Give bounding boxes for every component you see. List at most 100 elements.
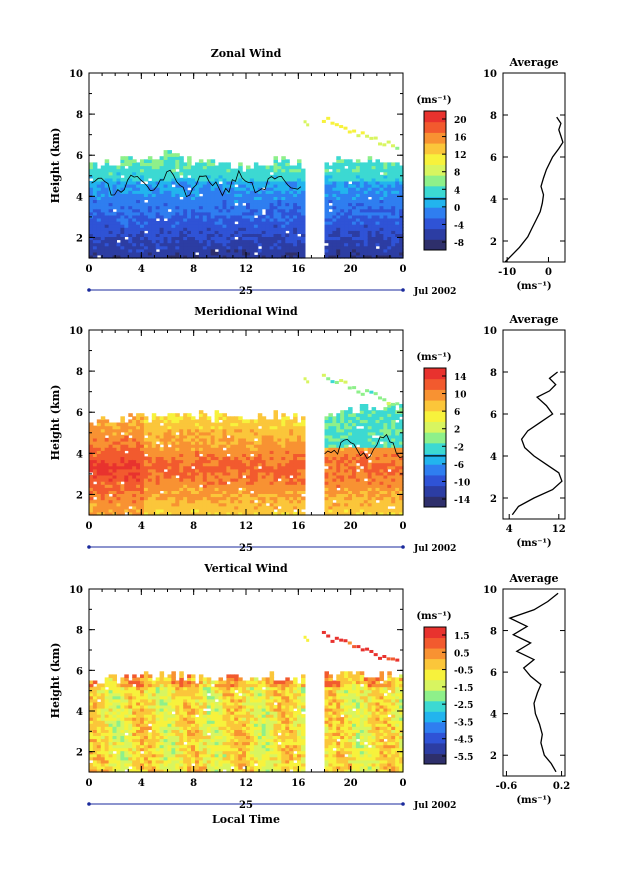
heatmap-cell [92,474,98,479]
heatmap-cell [379,208,384,213]
heatmap-cell [132,422,137,427]
heatmap-cell [277,437,282,442]
heatmap-cell [175,174,180,179]
heatmap-cell [238,450,243,454]
heatmap-cell [367,233,373,237]
heatmap-cell [363,239,369,244]
heatmap-cell [328,511,333,516]
heatmap-cell [167,496,172,501]
heatmap-cell [336,156,341,160]
heatmap-cell [147,425,153,430]
heatmap-cell [128,211,133,216]
heatmap-cell [301,459,306,464]
heatmap-cell [289,187,294,191]
heatmap-cell [159,468,165,473]
heatmap-cell [175,434,180,439]
heatmap-cell [140,208,145,213]
heatmap-cell [273,425,278,430]
heatmap-cell [132,502,137,507]
heatmap-cell [399,407,404,411]
heatmap-cell [120,165,125,170]
heatmap-cell [301,208,306,213]
heatmap-cell [143,251,149,256]
heatmap-cell [281,230,286,234]
heatmap-cell [128,493,133,498]
heatmap-cell [226,450,231,454]
heatmap-cell [253,196,259,200]
heatmap-cell [147,202,153,207]
heatmap-cell [96,508,102,513]
echo-cell [347,130,352,134]
heatmap-cell [324,230,329,234]
heatmap-cell [143,490,149,494]
heatmap-cell [155,481,161,485]
heatmap-cell [371,511,377,516]
heatmap-cell [387,431,392,436]
heatmap-cell [147,251,153,256]
heatmap-cell [191,481,196,485]
heatmap-cell [257,468,263,473]
heatmap-cell [195,190,200,194]
heatmap-cell [132,456,137,461]
heatmap-cell [175,413,180,417]
heatmap-cell [293,441,298,445]
heatmap-cell [195,441,200,445]
heatmap-cell [112,456,117,461]
heatmap-cell [136,465,141,470]
heatmap-cell [151,499,157,504]
heatmap-cell [336,196,341,200]
heatmap-cell [359,481,365,485]
heatmap-cell [167,180,172,185]
heatmap-cell [352,224,357,228]
heatmap-cell [336,422,341,427]
heatmap-cell [120,496,125,501]
heatmap-cell [143,214,149,219]
heatmap-cell [195,242,200,247]
heatmap-cell [116,484,121,488]
heatmap-cell [96,171,102,176]
heatmap-cell [108,447,114,451]
heatmap-cell [120,416,125,420]
heatmap-cell [222,490,227,494]
heatmap-cell [136,230,141,234]
heatmap-cell [355,437,361,442]
heatmap-cell [285,251,290,256]
heatmap-cell [391,496,396,501]
heatmap-cell [387,245,392,250]
heatmap-cell [214,490,220,494]
heatmap-cell [159,499,165,504]
heatmap-cell [234,190,239,194]
heatmap-cell [136,437,141,442]
heatmap-cell [391,502,396,507]
heatmap-cell [328,217,333,222]
heatmap-cell [159,174,165,179]
heatmap-cell [159,254,165,259]
heatmap-cell [163,199,169,204]
heatmap-cell [179,162,184,167]
heatmap-cell [324,171,329,176]
heatmap-cell [202,242,208,247]
heatmap-cell [116,254,121,259]
heatmap-cell [206,487,212,491]
heatmap-cell [89,493,94,498]
heatmap-cell [265,190,271,194]
heatmap-cell [359,434,365,439]
heatmap-cell [96,502,102,507]
heatmap-cell [210,481,216,485]
heatmap-cell [151,187,157,191]
heatmap-cell [399,468,404,473]
heatmap-cell [249,481,255,485]
heatmap-cell [352,456,357,461]
heatmap-cell [226,496,231,501]
heatmap-cell [387,453,392,457]
heatmap-cell [222,242,227,247]
heatmap-cell [96,487,102,491]
heatmap-cell [297,422,302,427]
heatmap-cell [273,214,278,219]
heatmap-cell [206,217,212,222]
heatmap-cell [297,168,302,173]
heatmap-cell [198,441,204,445]
heatmap-cell [363,490,369,494]
heatmap-cell [273,171,278,176]
heatmap-cell [175,428,180,433]
